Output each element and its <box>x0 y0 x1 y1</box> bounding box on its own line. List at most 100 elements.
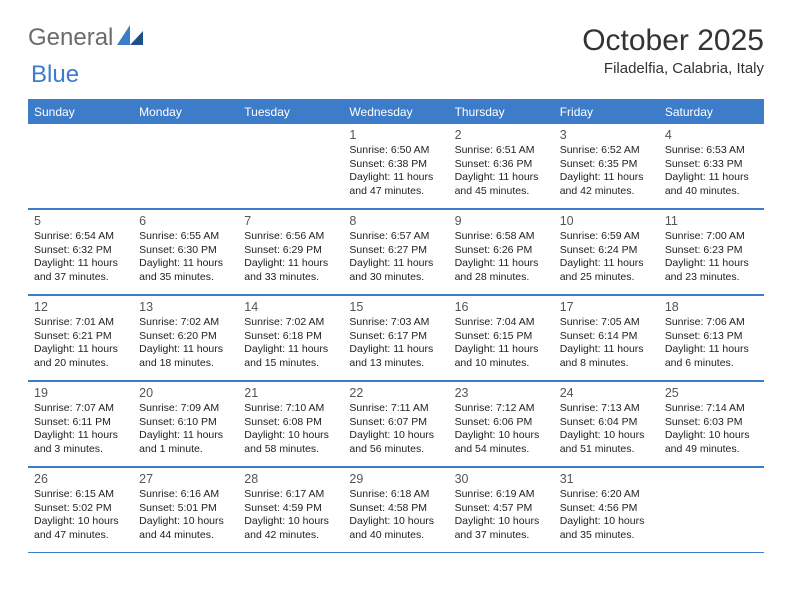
daylight-text: Daylight: 11 hours and 40 minutes. <box>665 171 758 198</box>
daylight-text: Daylight: 11 hours and 18 minutes. <box>139 343 232 370</box>
day-cell: 9Sunrise: 6:58 AMSunset: 6:26 PMDaylight… <box>449 210 554 294</box>
daylight-text: Daylight: 11 hours and 20 minutes. <box>34 343 127 370</box>
day-cell: 27Sunrise: 6:16 AMSunset: 5:01 PMDayligh… <box>133 468 238 552</box>
sunset-text: Sunset: 6:35 PM <box>560 158 653 172</box>
day-number: 30 <box>455 472 548 486</box>
brand-logo: General <box>28 24 143 52</box>
sunset-text: Sunset: 6:14 PM <box>560 330 653 344</box>
day-cell: 21Sunrise: 7:10 AMSunset: 6:08 PMDayligh… <box>238 382 343 466</box>
sunrise-text: Sunrise: 7:11 AM <box>349 402 442 416</box>
day-number: 15 <box>349 300 442 314</box>
day-cell: 20 Sunrise: 7:09 AMSunset: 6:10 PMDayligh… <box>133 382 238 466</box>
sunrise-text: Sunrise: 6:19 AM <box>455 488 548 502</box>
day-cell: 16Sunrise: 7:04 AMSunset: 6:15 PMDayligh… <box>449 296 554 380</box>
week-row: 26Sunrise: 6:15 AMSunset: 5:02 PMDayligh… <box>28 467 764 553</box>
daylight-text: Daylight: 11 hours and 33 minutes. <box>244 257 337 284</box>
sunrise-text: Sunrise: 7:04 AM <box>455 316 548 330</box>
sunset-text: Sunset: 6:06 PM <box>455 416 548 430</box>
sunset-text: Sunset: 6:10 PM <box>139 416 232 430</box>
day-number: 8 <box>349 214 442 228</box>
week-row: 1Sunrise: 6:50 AMSunset: 6:38 PMDaylight… <box>28 124 764 209</box>
sunset-text: Sunset: 6:11 PM <box>34 416 127 430</box>
sunrise-text: Sunrise: 6:16 AM <box>139 488 232 502</box>
day-cell: 2Sunrise: 6:51 AMSunset: 6:36 PMDaylight… <box>449 124 554 208</box>
sunrise-text: Sunrise: 6:18 AM <box>349 488 442 502</box>
sunset-text: Sunset: 6:27 PM <box>349 244 442 258</box>
day-cell <box>133 124 238 208</box>
daylight-text: Daylight: 10 hours and 35 minutes. <box>560 515 653 542</box>
day-header: Saturday <box>659 101 764 124</box>
day-number: 20 <box>139 386 232 400</box>
daylight-text: Daylight: 10 hours and 51 minutes. <box>560 429 653 456</box>
day-cell: 13Sunrise: 7:02 AMSunset: 6:20 PMDayligh… <box>133 296 238 380</box>
day-number: 16 <box>455 300 548 314</box>
sunset-text: Sunset: 4:59 PM <box>244 502 337 516</box>
sunrise-text: Sunrise: 6:52 AM <box>560 144 653 158</box>
day-number: 14 <box>244 300 337 314</box>
day-cell: 23Sunrise: 7:12 AMSunset: 6:06 PMDayligh… <box>449 382 554 466</box>
day-cell <box>28 124 133 208</box>
day-number: 6 <box>139 214 232 228</box>
day-cell: 14Sunrise: 7:02 AMSunset: 6:18 PMDayligh… <box>238 296 343 380</box>
day-cell: 31Sunrise: 6:20 AMSunset: 4:56 PMDayligh… <box>554 468 659 552</box>
daylight-text: Daylight: 10 hours and 40 minutes. <box>349 515 442 542</box>
daylight-text: Daylight: 10 hours and 42 minutes. <box>244 515 337 542</box>
sunset-text: Sunset: 5:01 PM <box>139 502 232 516</box>
day-cell: 8Sunrise: 6:57 AMSunset: 6:27 PMDaylight… <box>343 210 448 294</box>
day-header: Tuesday <box>238 101 343 124</box>
daylight-text: Daylight: 10 hours and 49 minutes. <box>665 429 758 456</box>
day-cell <box>659 468 764 552</box>
day-cell: 15Sunrise: 7:03 AMSunset: 6:17 PMDayligh… <box>343 296 448 380</box>
day-number: 10 <box>560 214 653 228</box>
sunrise-text: Sunrise: 7:14 AM <box>665 402 758 416</box>
day-number: 25 <box>665 386 758 400</box>
day-number: 24 <box>560 386 653 400</box>
week-row: 19Sunrise: 7:07 AMSunset: 6:11 PMDayligh… <box>28 381 764 467</box>
daylight-text: Daylight: 11 hours and 23 minutes. <box>665 257 758 284</box>
sunrise-text: Sunrise: 6:59 AM <box>560 230 653 244</box>
day-number: 31 <box>560 472 653 486</box>
day-number: 21 <box>244 386 337 400</box>
day-number: 26 <box>34 472 127 486</box>
day-header: Thursday <box>449 101 554 124</box>
day-header: Monday <box>133 101 238 124</box>
daylight-text: Daylight: 10 hours and 58 minutes. <box>244 429 337 456</box>
daylight-text: Daylight: 11 hours and 15 minutes. <box>244 343 337 370</box>
day-cell: 4Sunrise: 6:53 AMSunset: 6:33 PMDaylight… <box>659 124 764 208</box>
sunrise-text: Sunrise: 7:09 AM <box>139 402 232 416</box>
day-number: 22 <box>349 386 442 400</box>
sunrise-text: Sunrise: 7:13 AM <box>560 402 653 416</box>
day-cell <box>238 124 343 208</box>
sunrise-text: Sunrise: 6:57 AM <box>349 230 442 244</box>
sunset-text: Sunset: 4:58 PM <box>349 502 442 516</box>
day-number: 19 <box>34 386 127 400</box>
sunrise-text: Sunrise: 7:06 AM <box>665 316 758 330</box>
brand-word2: Blue <box>31 61 79 88</box>
sunset-text: Sunset: 6:18 PM <box>244 330 337 344</box>
sunset-text: Sunset: 6:29 PM <box>244 244 337 258</box>
calendar: Sunday Monday Tuesday Wednesday Thursday… <box>28 99 764 553</box>
day-cell: 3Sunrise: 6:52 AMSunset: 6:35 PMDaylight… <box>554 124 659 208</box>
day-cell: 26Sunrise: 6:15 AMSunset: 5:02 PMDayligh… <box>28 468 133 552</box>
sunrise-text: Sunrise: 7:10 AM <box>244 402 337 416</box>
month-title: October 2025 <box>582 24 764 58</box>
sunset-text: Sunset: 4:56 PM <box>560 502 653 516</box>
day-cell: 22Sunrise: 7:11 AMSunset: 6:07 PMDayligh… <box>343 382 448 466</box>
day-cell: 12Sunrise: 7:01 AMSunset: 6:21 PMDayligh… <box>28 296 133 380</box>
sunrise-text: Sunrise: 7:02 AM <box>139 316 232 330</box>
sunrise-text: Sunrise: 7:00 AM <box>665 230 758 244</box>
sunset-text: Sunset: 6:30 PM <box>139 244 232 258</box>
daylight-text: Daylight: 10 hours and 56 minutes. <box>349 429 442 456</box>
day-cell: 25Sunrise: 7:14 AMSunset: 6:03 PMDayligh… <box>659 382 764 466</box>
day-number: 4 <box>665 128 758 142</box>
day-cell: 6Sunrise: 6:55 AMSunset: 6:30 PMDaylight… <box>133 210 238 294</box>
day-number: 7 <box>244 214 337 228</box>
daylight-text: Daylight: 10 hours and 54 minutes. <box>455 429 548 456</box>
daylight-text: Daylight: 11 hours and 35 minutes. <box>139 257 232 284</box>
sunrise-text: Sunrise: 6:15 AM <box>34 488 127 502</box>
day-number: 23 <box>455 386 548 400</box>
day-number: 13 <box>139 300 232 314</box>
sunset-text: Sunset: 6:21 PM <box>34 330 127 344</box>
daylight-text: Daylight: 11 hours and 1 minute. <box>139 429 232 456</box>
day-number: 12 <box>34 300 127 314</box>
